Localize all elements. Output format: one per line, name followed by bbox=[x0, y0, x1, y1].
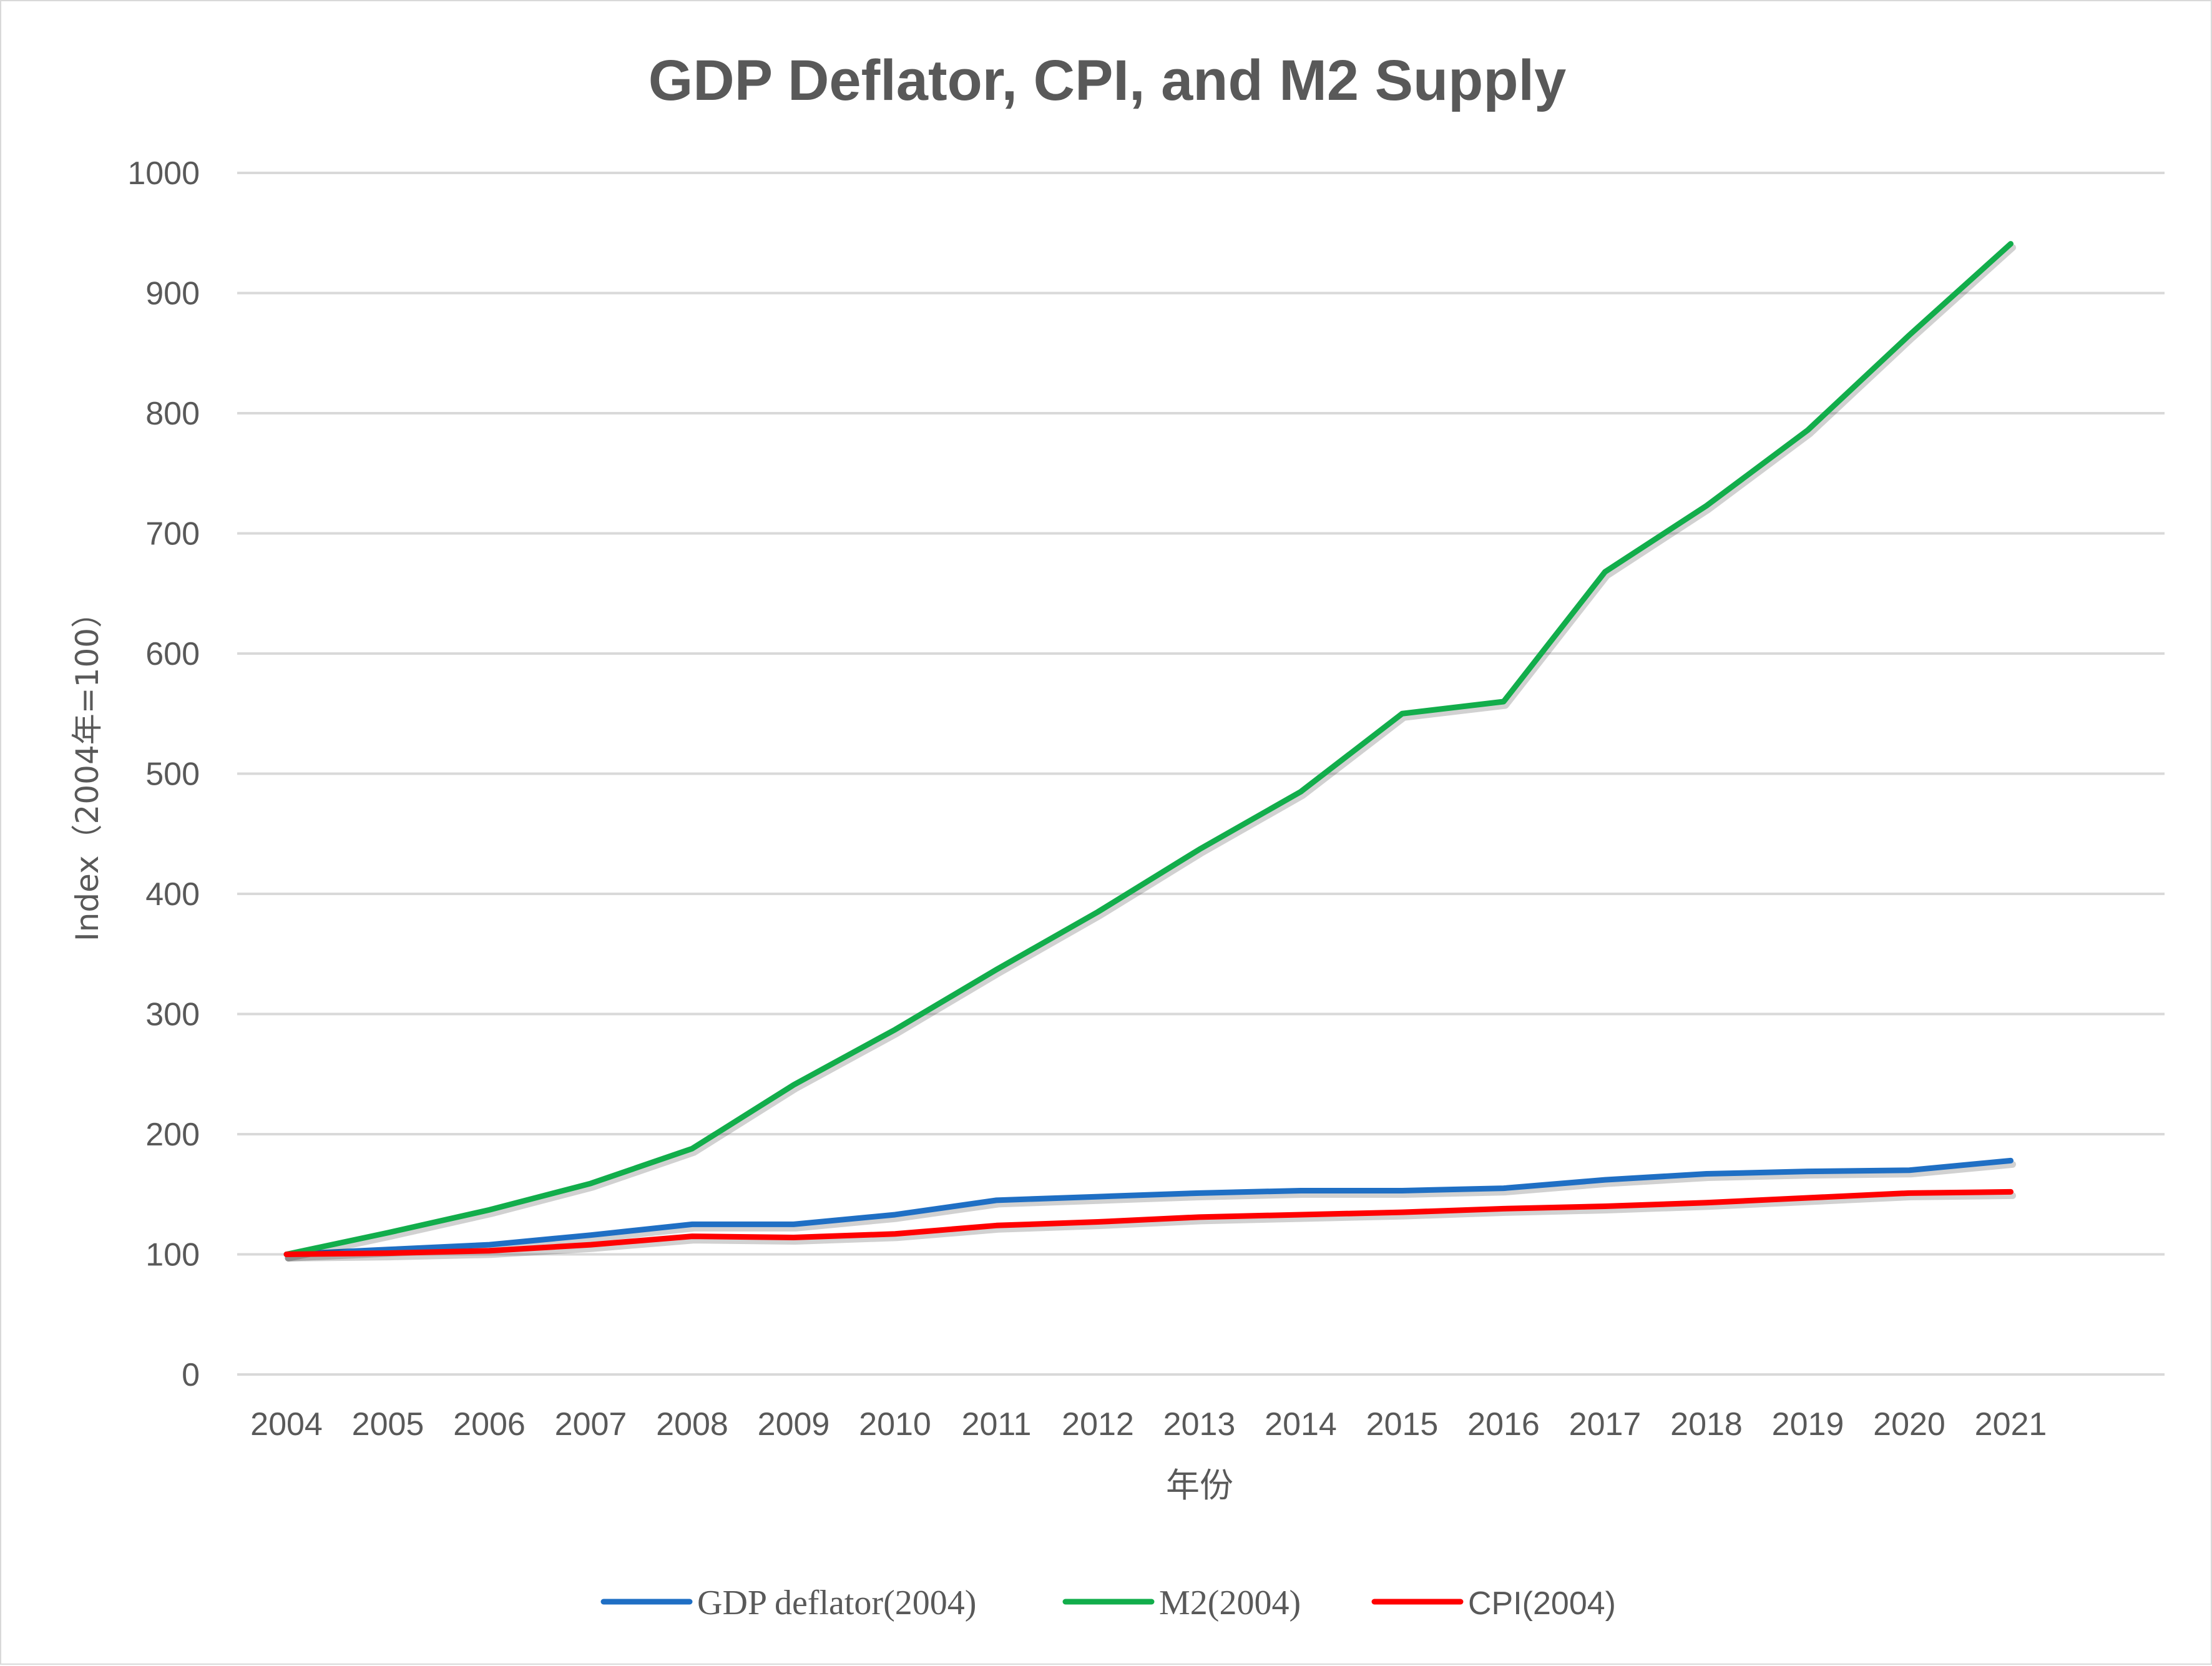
x-tick-label: 2020 bbox=[1873, 1406, 1945, 1443]
y-tick-label: 700 bbox=[145, 516, 200, 552]
y-tick-label: 400 bbox=[145, 876, 200, 913]
y-axis-ticks: 0 100 200 300 400 500 600 700 800 900 1000 bbox=[127, 155, 200, 1393]
series-shadow-1 bbox=[285, 244, 2016, 1262]
x-axis-title: 年份 bbox=[1166, 1466, 1233, 1505]
y-tick-label: 1000 bbox=[127, 155, 200, 192]
x-tick-label: 2018 bbox=[1670, 1406, 1743, 1443]
series-line-1 bbox=[283, 241, 2014, 1257]
legend: GDP deflator(2004) M2(2004) CPI(2004) bbox=[600, 1584, 1616, 1622]
x-tick-label: 2016 bbox=[1467, 1406, 1540, 1443]
x-tick-label: 2013 bbox=[1163, 1406, 1236, 1443]
y-tick-label: 800 bbox=[145, 396, 200, 432]
x-tick-label: 2004 bbox=[250, 1406, 323, 1443]
legend-label-0: GDP deflator(2004) bbox=[697, 1584, 976, 1622]
y-tick-label: 200 bbox=[145, 1117, 200, 1153]
x-tick-label: 2012 bbox=[1062, 1406, 1134, 1443]
series-shadow-0 bbox=[285, 1160, 2016, 1262]
legend-label-2: CPI(2004) bbox=[1468, 1585, 1616, 1622]
y-tick-label: 500 bbox=[145, 757, 200, 793]
x-tick-label: 2009 bbox=[758, 1406, 830, 1443]
x-tick-label: 2005 bbox=[352, 1406, 424, 1443]
y-axis-title: Index（2004年=100） bbox=[69, 597, 105, 941]
series-shadow-2 bbox=[285, 1192, 2016, 1262]
gridlines bbox=[237, 172, 2165, 1376]
y-tick-label: 900 bbox=[145, 276, 200, 312]
x-tick-label: 2019 bbox=[1772, 1406, 1844, 1443]
x-tick-label: 2011 bbox=[962, 1406, 1032, 1443]
legend-label-1: M2(2004) bbox=[1159, 1584, 1301, 1622]
x-tick-label: 2006 bbox=[453, 1406, 526, 1443]
y-tick-label: 0 bbox=[182, 1357, 200, 1393]
series-line-2 bbox=[283, 1188, 2014, 1257]
series-line-0 bbox=[283, 1157, 2014, 1257]
x-tick-label: 2015 bbox=[1366, 1406, 1439, 1443]
x-tick-label: 2017 bbox=[1569, 1406, 1642, 1443]
y-tick-label: 600 bbox=[145, 636, 200, 672]
x-tick-label: 2021 bbox=[1975, 1406, 2047, 1443]
x-tick-label: 2007 bbox=[555, 1406, 627, 1443]
x-axis-ticks: 2004 2005 2006 2007 2008 2009 2010 2011 2012 2013… bbox=[250, 1406, 2047, 1443]
x-tick-label: 2014 bbox=[1265, 1406, 1337, 1443]
x-tick-label: 2008 bbox=[656, 1406, 728, 1443]
series-lines bbox=[283, 241, 2016, 1262]
chart-title: GDP Deflator, CPI, and M2 Supply bbox=[648, 49, 1567, 112]
y-tick-label: 300 bbox=[145, 997, 200, 1033]
y-tick-label: 100 bbox=[145, 1237, 200, 1273]
x-tick-label: 2010 bbox=[859, 1406, 931, 1443]
